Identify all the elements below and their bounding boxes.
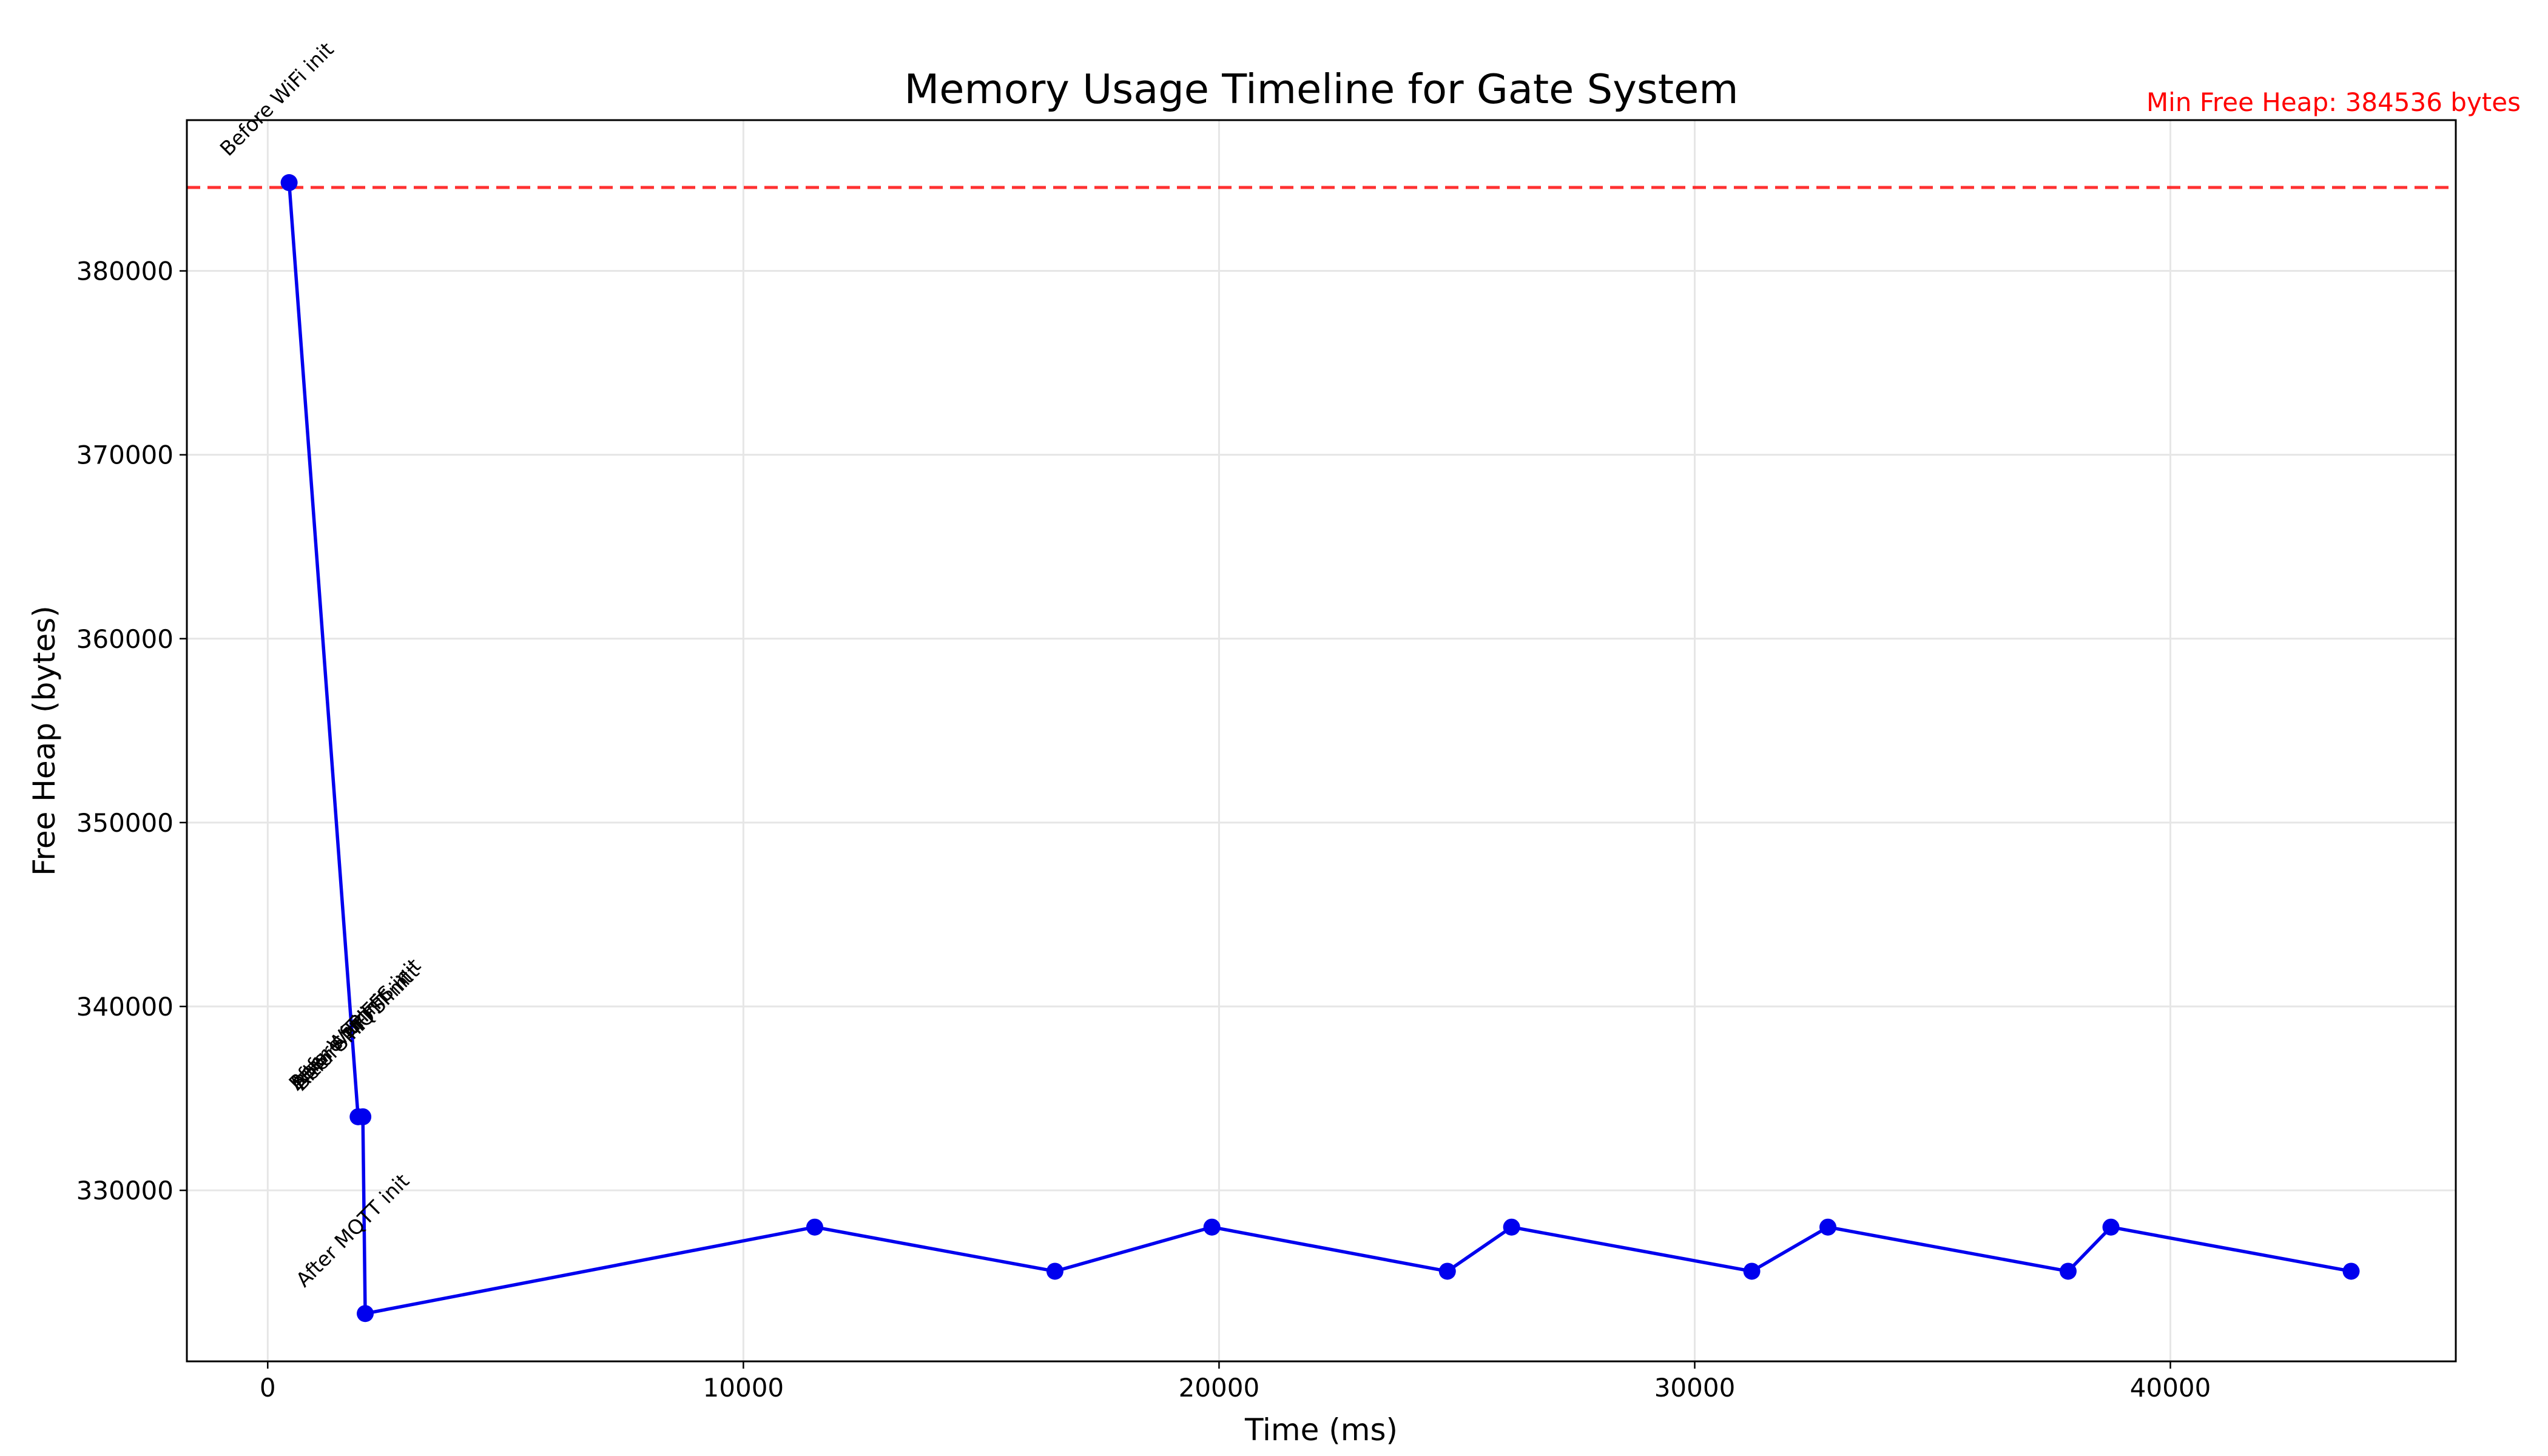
min-free-heap-label: Min Free Heap: 384536 bytes bbox=[2146, 87, 2521, 117]
chart-title: Memory Usage Timeline for Gate System bbox=[904, 66, 1738, 113]
x-tick-label: 30000 bbox=[1654, 1373, 1736, 1403]
ticks-layer: 0 10000 20000 30000 40000 330000 340000 350000 3… bbox=[76, 257, 2211, 1403]
x-tick-label: 10000 bbox=[703, 1373, 784, 1403]
y-tick-label: 370000 bbox=[76, 440, 174, 470]
plot-frame bbox=[186, 119, 2457, 1363]
x-tick-label: 0 bbox=[260, 1373, 276, 1403]
data-point bbox=[2342, 1262, 2360, 1280]
point-annotation: After MQTT init bbox=[291, 1169, 414, 1292]
data-point bbox=[806, 1218, 823, 1236]
data-point bbox=[1046, 1262, 1063, 1280]
grid-layer bbox=[187, 120, 2456, 1361]
y-tick-label: 340000 bbox=[76, 992, 174, 1022]
data-point bbox=[2059, 1262, 2077, 1280]
y-tick-label: 360000 bbox=[76, 624, 174, 654]
y-tick-label: 350000 bbox=[76, 808, 174, 838]
y-tick-label: 330000 bbox=[76, 1176, 174, 1205]
data-point bbox=[1743, 1262, 1761, 1280]
series-layer bbox=[287, 182, 2352, 1315]
data-point bbox=[354, 1108, 372, 1125]
x-axis-label: Time (ms) bbox=[1244, 1412, 1398, 1448]
y-tick-label: 380000 bbox=[76, 257, 174, 286]
y-axis-label: Free Heap (bytes) bbox=[27, 605, 62, 875]
data-point bbox=[1819, 1218, 1837, 1236]
points-layer bbox=[280, 174, 2360, 1323]
data-point bbox=[1503, 1218, 1520, 1236]
heap-series-line bbox=[287, 182, 2352, 1315]
point-annotation: Before WiFi init bbox=[215, 38, 339, 161]
data-point bbox=[280, 174, 298, 192]
x-tick-label: 20000 bbox=[1179, 1373, 1260, 1403]
x-tick-label: 40000 bbox=[2130, 1373, 2211, 1403]
data-point bbox=[357, 1305, 374, 1323]
data-point bbox=[1438, 1262, 1456, 1280]
data-point bbox=[1203, 1218, 1221, 1236]
data-point bbox=[2102, 1218, 2120, 1236]
